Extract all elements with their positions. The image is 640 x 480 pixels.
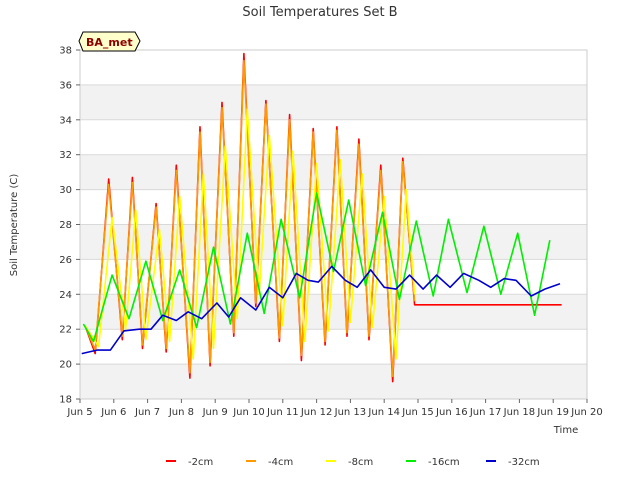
x-tick-label: Jun 8 bbox=[168, 407, 194, 418]
x-tick-label: Jun 12 bbox=[300, 407, 333, 418]
x-tick-label: Jun 19 bbox=[536, 407, 569, 418]
x-tick-label: Jun 18 bbox=[503, 407, 536, 418]
x-tick-label: Jun 16 bbox=[435, 407, 468, 418]
x-tick-label: Jun 6 bbox=[100, 407, 126, 418]
legend-label: -32cm bbox=[508, 457, 540, 468]
series-line-32cm bbox=[81, 265, 561, 355]
legend-label: -16cm bbox=[428, 457, 460, 468]
y-tick-label: 38 bbox=[59, 46, 72, 57]
y-tick-label: 30 bbox=[59, 185, 72, 196]
legend-label: -4cm bbox=[268, 457, 293, 468]
y-tick-label: 36 bbox=[59, 80, 72, 91]
x-tick-label: Jun 9 bbox=[202, 407, 228, 418]
y-tick-label: 22 bbox=[59, 325, 72, 336]
y-tick-label: 24 bbox=[59, 290, 72, 301]
x-axis-ticks: Jun 5 Jun 6 Jun 7 Jun 8 Jun 9 Jun 10 Jun 11 Jun… bbox=[66, 399, 603, 418]
chart-title: Soil Temperatures Set B bbox=[242, 5, 397, 20]
x-tick-label: Jun 7 bbox=[134, 407, 160, 418]
legend: -2cm -4cm -8cm -16cm -32cm bbox=[166, 457, 540, 468]
series-line-8cm bbox=[84, 108, 416, 360]
site-badge-label: BA_met bbox=[86, 36, 133, 49]
background-bands bbox=[80, 84, 587, 399]
x-tick-label: Jun 13 bbox=[334, 407, 367, 418]
x-tick-label: Jun 11 bbox=[266, 407, 299, 418]
y-tick-label: 32 bbox=[59, 150, 72, 161]
y-axis-label: Soil Temperature (C) bbox=[9, 174, 20, 277]
series-line-16cm bbox=[82, 192, 551, 343]
legend-label: -2cm bbox=[188, 457, 213, 468]
series-line-2cm bbox=[84, 52, 562, 383]
y-tick-label: 34 bbox=[59, 115, 72, 126]
y-tick-label: 28 bbox=[59, 220, 72, 231]
x-tick-label: Jun 20 bbox=[570, 407, 603, 418]
background-band bbox=[80, 364, 587, 399]
series-lines bbox=[81, 52, 562, 383]
x-tick-label: Jun 14 bbox=[367, 407, 400, 418]
background-band bbox=[80, 84, 587, 120]
series-line-4cm bbox=[84, 59, 416, 378]
y-tick-label: 18 bbox=[59, 395, 72, 406]
y-tick-label: 26 bbox=[59, 255, 72, 266]
site-badge-box bbox=[78, 31, 141, 52]
x-axis-label: Time bbox=[553, 425, 578, 436]
site-badge: BA_met bbox=[78, 31, 141, 52]
x-tick-label: Jun 17 bbox=[469, 407, 502, 418]
x-tick-label: Jun 15 bbox=[401, 407, 434, 418]
x-tick-label: Jun 5 bbox=[66, 407, 92, 418]
y-axis-ticks: 18 20 22 24 26 28 30 32 34 36 38 bbox=[59, 46, 80, 406]
y-tick-label: 20 bbox=[59, 360, 72, 371]
x-tick-label: Jun 10 bbox=[232, 407, 265, 418]
legend-label: -8cm bbox=[348, 457, 373, 468]
